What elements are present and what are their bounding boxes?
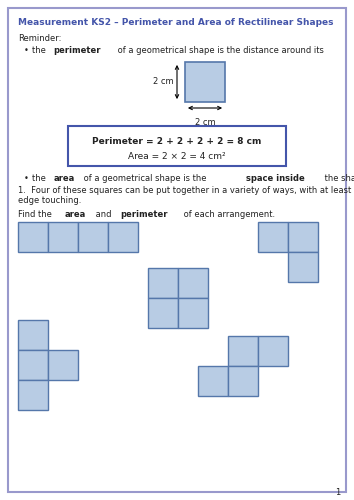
Bar (228, 366, 258, 396)
Text: Area = 2 × 2 = 4 cm²: Area = 2 × 2 = 4 cm² (128, 152, 226, 161)
Bar (108, 222, 138, 252)
Text: 2 cm: 2 cm (153, 78, 173, 86)
Text: •: • (24, 174, 29, 183)
Bar (178, 268, 208, 298)
Text: space inside: space inside (246, 174, 305, 183)
Text: Reminder:: Reminder: (18, 34, 61, 43)
Text: area: area (65, 210, 86, 219)
Bar (198, 366, 228, 396)
Bar (78, 222, 108, 252)
Bar (288, 222, 318, 252)
Bar (148, 298, 178, 328)
FancyBboxPatch shape (8, 8, 346, 492)
FancyBboxPatch shape (68, 126, 286, 166)
Text: the shape: the shape (322, 174, 354, 183)
Bar (258, 222, 288, 252)
Text: edge touching.: edge touching. (18, 196, 81, 205)
Text: 1: 1 (335, 488, 340, 497)
Text: Perimeter = 2 + 2 + 2 + 2 = 8 cm: Perimeter = 2 + 2 + 2 + 2 = 8 cm (92, 137, 262, 146)
Text: and: and (92, 210, 114, 219)
Bar (258, 336, 288, 366)
Text: the: the (32, 46, 48, 55)
Bar (185, 62, 225, 102)
Text: •: • (24, 46, 29, 55)
Bar (288, 252, 318, 282)
Bar (228, 336, 258, 366)
Text: of each arrangement.: of each arrangement. (181, 210, 275, 219)
Text: perimeter: perimeter (53, 46, 101, 55)
Bar (48, 350, 78, 380)
Bar (18, 222, 48, 252)
Bar (18, 320, 48, 350)
Bar (48, 222, 78, 252)
Text: 1.  Four of these squares can be put together in a variety of ways, with at leas: 1. Four of these squares can be put toge… (18, 186, 354, 195)
Text: perimeter: perimeter (120, 210, 167, 219)
Text: of a geometrical shape is the distance around its: of a geometrical shape is the distance a… (115, 46, 326, 55)
Text: Find the: Find the (18, 210, 55, 219)
Text: of a geometrical shape is the: of a geometrical shape is the (81, 174, 209, 183)
Text: the: the (32, 174, 48, 183)
Text: Measurement KS2 – Perimeter and Area of Rectilinear Shapes: Measurement KS2 – Perimeter and Area of … (18, 18, 333, 27)
Text: area: area (53, 174, 75, 183)
Bar (18, 380, 48, 410)
Bar (18, 350, 48, 380)
Bar (148, 268, 178, 298)
Text: 2 cm: 2 cm (195, 118, 215, 127)
Bar (178, 298, 208, 328)
